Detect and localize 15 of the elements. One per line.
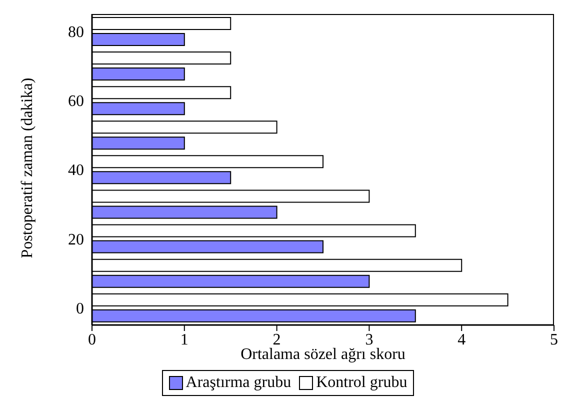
y-tick-label: 80 <box>68 24 84 41</box>
legend-label: Araştırma grubu <box>184 374 292 392</box>
x-tick-label: 2 <box>272 331 281 348</box>
x-tick-label: 3 <box>365 331 374 348</box>
y-tick-label: 40 <box>68 162 84 180</box>
x-tick-label: 1 <box>180 331 188 348</box>
y-tick-label: 60 <box>68 93 84 110</box>
x-tick-label: 4 <box>458 331 466 348</box>
x-tick-label: 5 <box>550 331 558 348</box>
x-axis-title: Ortalama sözel ağrı skoru <box>240 346 406 363</box>
y-tick-label: 0 <box>76 300 84 318</box>
x-tick-label: 0 <box>88 331 96 348</box>
legend-label: Kontrol grubu <box>315 374 408 392</box>
y-tick-label: 20 <box>68 231 84 248</box>
y-axis-title: Postoperatif zaman (dakika) <box>19 78 37 258</box>
